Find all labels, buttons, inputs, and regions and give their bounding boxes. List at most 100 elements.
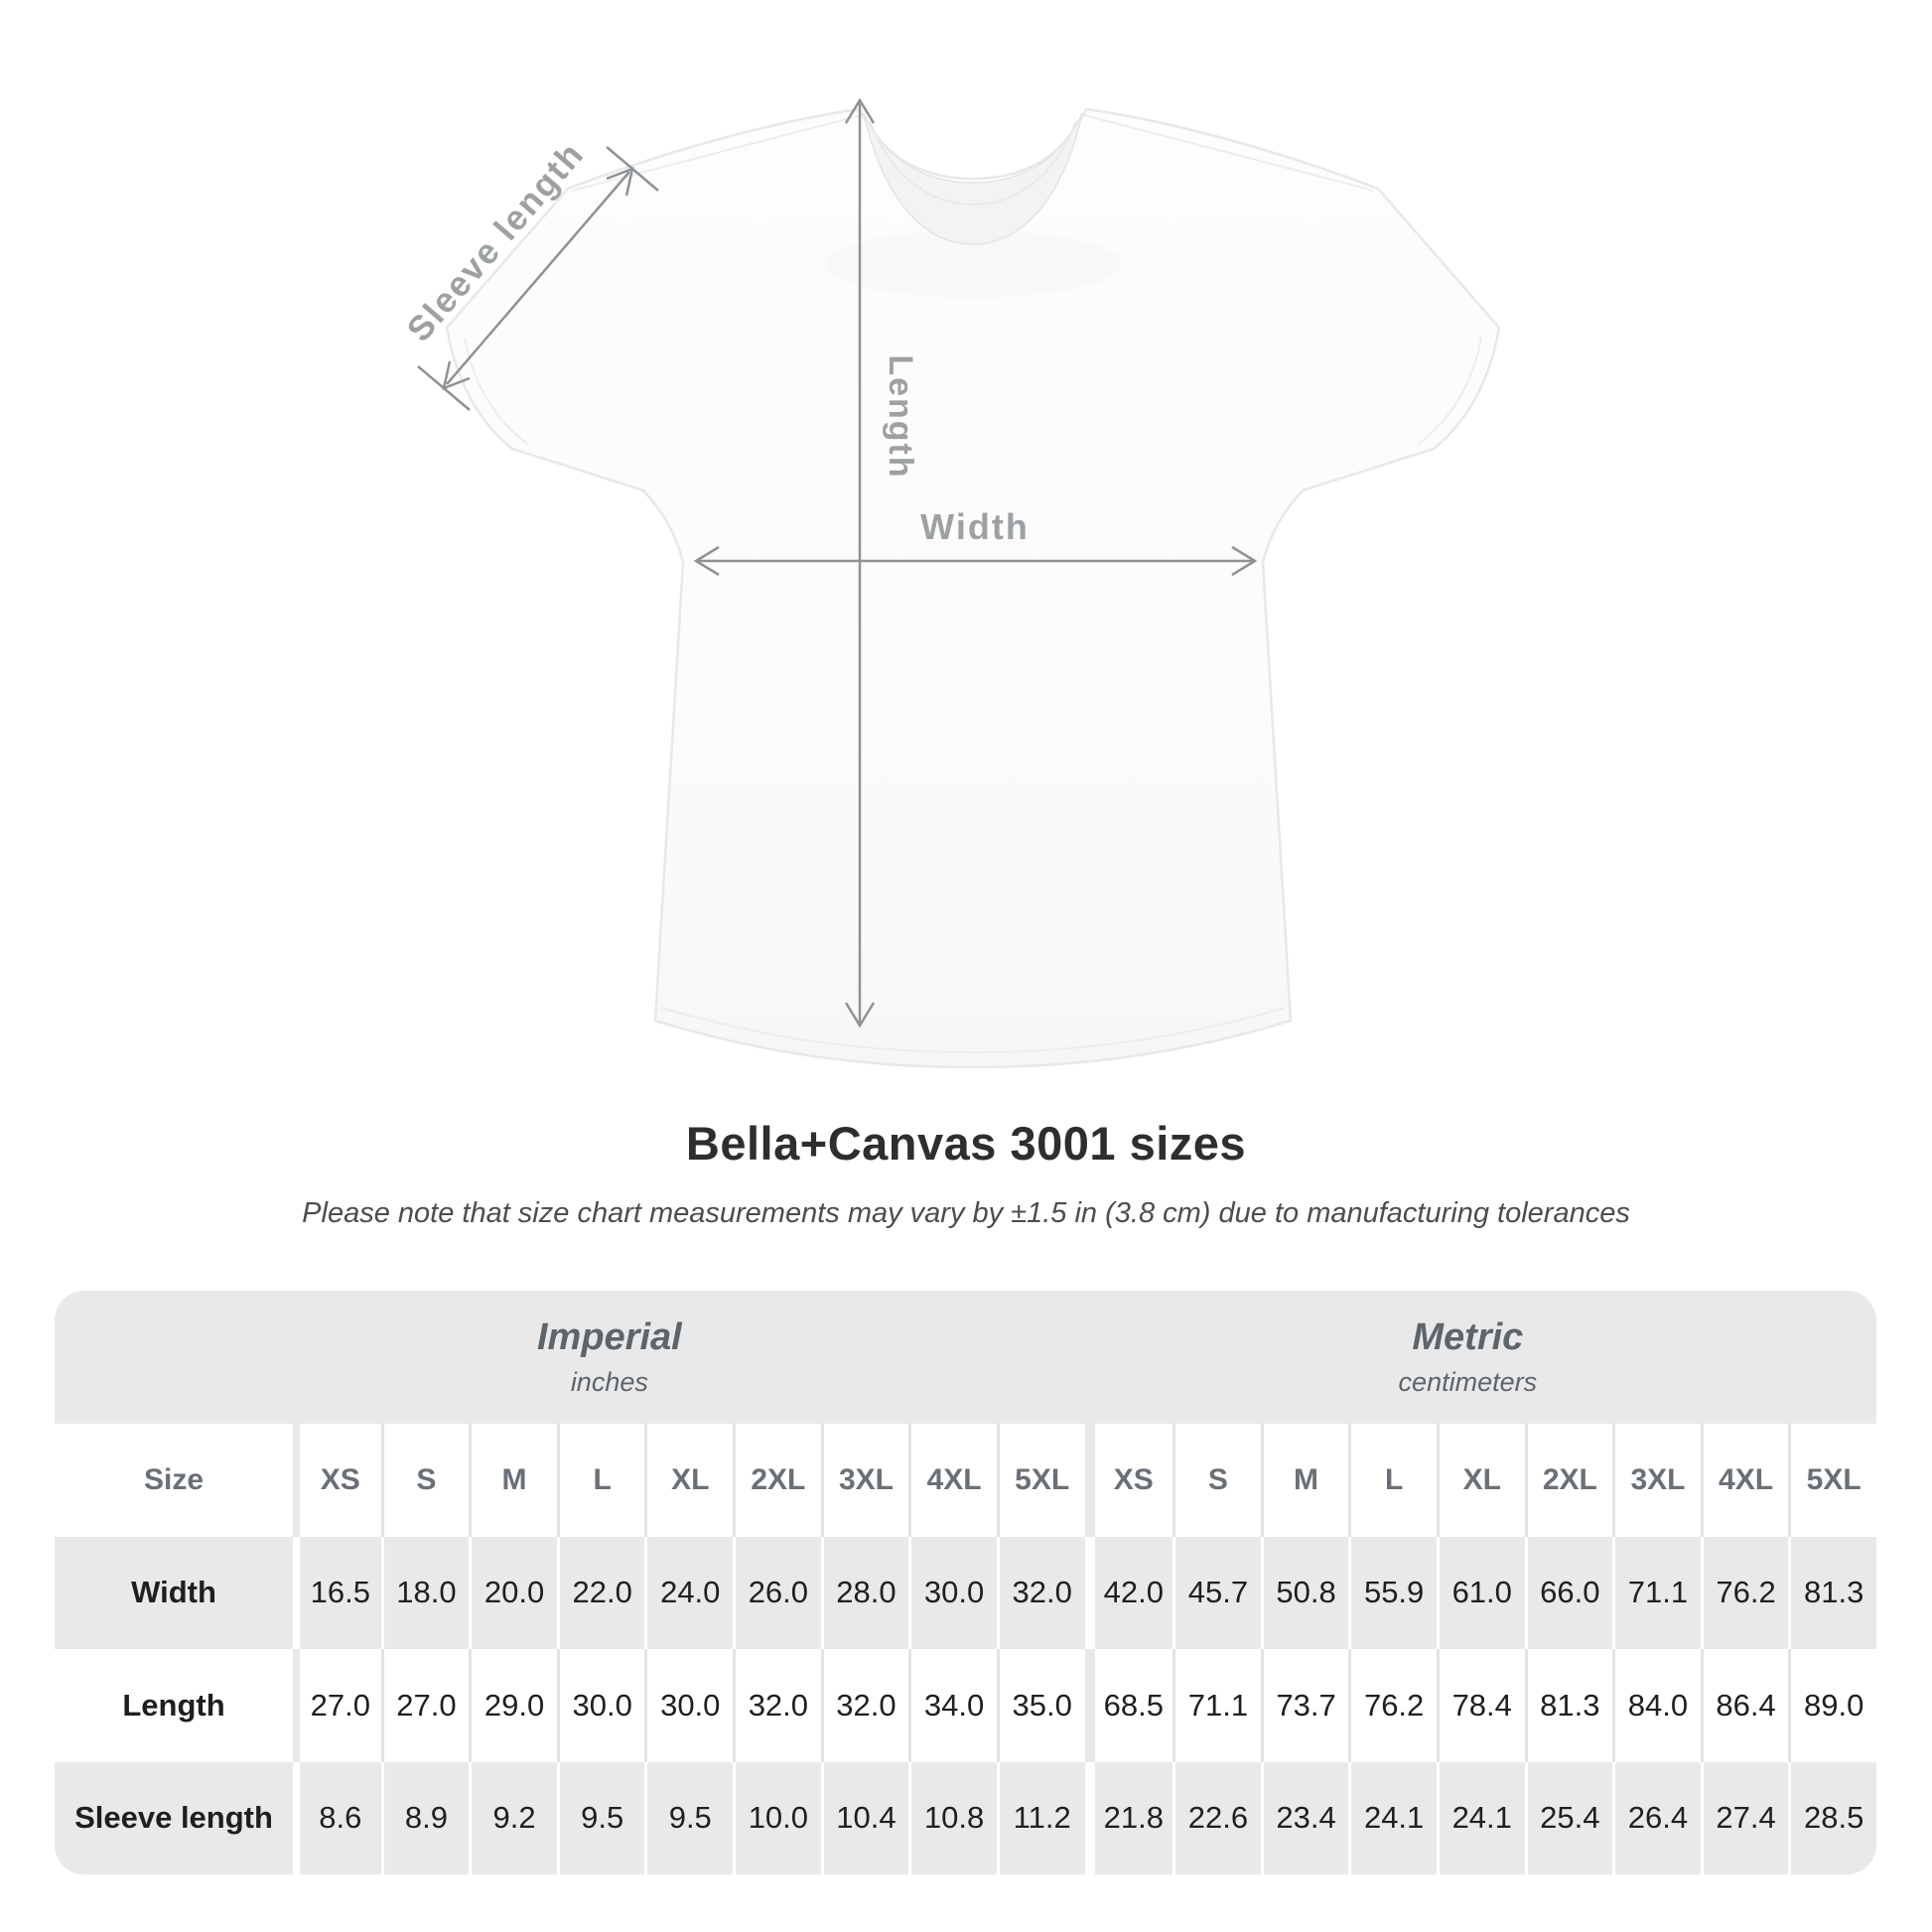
imperial-unit-label: inches [570,1367,648,1397]
size-table: Size XS S M L XL 2XL 3XL 4XL 5XL XS S M L XL 2XL 3XL 4XL 5… [55,1424,1876,1874]
imperial-size-header-3xl: 3XL [820,1424,909,1537]
measurement-row-sleeve-length: Sleeve length 8.6 8.9 9.2 9.5 9.5 10.0 10.4 10.8… [55,1761,1876,1874]
tshirt-body [445,107,1501,1069]
length-arrow [844,97,876,1029]
left-cuff-seam [464,337,529,446]
imperial-value-cell: 9.5 [644,1761,733,1874]
collar-band [863,112,1083,245]
row-label-width: Width [131,1575,216,1610]
imperial-value-cell: 9.5 [556,1761,645,1874]
width-annotation: Width [920,506,1030,547]
imperial-value-cell: 10.4 [820,1761,909,1874]
metric-unit-header: Metric centimeters [1085,1291,1876,1424]
metric-value-cell: 50.8 [1260,1536,1349,1649]
width-arrow [693,545,1258,577]
metric-size-header-xl: XL [1436,1424,1525,1537]
length-annotation: Length [882,354,919,479]
imperial-value-cell: 27.0 [380,1649,470,1762]
imperial-value-cell: 27.0 [293,1649,381,1762]
tshirt-illustration [445,107,1501,1069]
metric-value-cell: 23.4 [1260,1761,1349,1874]
right-shoulder-seam [1083,114,1375,192]
imperial-value-cell: 35.0 [996,1649,1085,1762]
imperial-value-cell: 10.0 [733,1761,821,1874]
metric-value-cell: 71.1 [1612,1536,1701,1649]
imperial-value-cell: 22.0 [556,1536,645,1649]
imperial-size-header-2xl: 2XL [733,1424,821,1537]
collar-rib-seam [869,120,1077,207]
size-table-card: Imperial inches Metric centimeters Size X… [55,1291,1876,1874]
imperial-value-cell: 24.0 [644,1536,733,1649]
imperial-size-header-xs: XS [293,1424,381,1537]
right-cuff-seam [1417,337,1482,446]
imperial-value-cell: 11.2 [996,1761,1085,1874]
metric-size-header-l: L [1348,1424,1437,1537]
tolerance-note: Please note that size chart measurements… [302,1197,1630,1229]
metric-value-cell: 26.4 [1612,1761,1701,1874]
metric-value-cell: 78.4 [1436,1649,1525,1762]
imperial-size-header-xl: XL [644,1424,733,1537]
metric-size-header-m: M [1260,1424,1349,1537]
imperial-value-cell: 9.2 [469,1761,557,1874]
imperial-value-cell: 8.9 [380,1761,470,1874]
metric-value-cell: 25.4 [1524,1761,1613,1874]
page-title: Bella+Canvas 3001 sizes [685,1117,1247,1170]
metric-size-header-3xl: 3XL [1612,1424,1701,1537]
imperial-value-cell: 10.8 [908,1761,997,1874]
unit-header: Imperial inches Metric centimeters [55,1291,1876,1424]
imperial-size-header-m: M [469,1424,557,1537]
metric-size-header-2xl: 2XL [1524,1424,1613,1537]
metric-value-cell: 76.2 [1348,1649,1437,1762]
imperial-value-cell: 30.0 [644,1649,733,1762]
collar-shadow [824,230,1122,298]
measurement-row-length: Length 27.0 27.0 29.0 30.0 30.0 32.0 32.0 34.0 35… [55,1649,1876,1762]
imperial-size-header-5xl: 5XL [996,1424,1085,1537]
imperial-value-cell: 18.0 [380,1536,470,1649]
metric-value-cell: 81.3 [1788,1536,1876,1649]
imperial-size-header-l: L [556,1424,645,1537]
imperial-value-cell: 26.0 [733,1536,821,1649]
metric-value-cell: 84.0 [1612,1649,1701,1762]
metric-value-cell: 66.0 [1524,1536,1613,1649]
measurement-row-width: Width 16.5 18.0 20.0 22.0 24.0 26.0 28.0 30.0 32.… [55,1536,1876,1649]
metric-value-cell: 71.1 [1173,1649,1261,1762]
metric-value-cell: 24.1 [1436,1761,1525,1874]
metric-size-header-xs: XS [1084,1424,1173,1537]
metric-value-cell: 22.6 [1173,1761,1261,1874]
imperial-label: Imperial [536,1316,682,1358]
imperial-unit-header: Imperial inches [55,1291,1085,1424]
metric-unit-label: centimeters [1398,1367,1538,1397]
imperial-value-cell: 32.0 [733,1649,821,1762]
metric-value-cell: 86.4 [1700,1649,1789,1762]
sleeve-arrow-tick-bottom [417,365,471,411]
imperial-size-header-4xl: 4XL [908,1424,997,1537]
metric-value-cell: 61.0 [1436,1536,1525,1649]
metric-size-header-5xl: 5XL [1788,1424,1876,1537]
sleeve-arrow-tick-top [606,146,659,192]
hem-seam [660,1007,1286,1054]
metric-value-cell: 28.5 [1788,1761,1876,1874]
row-label-length: Length [122,1687,225,1723]
imperial-value-cell: 20.0 [469,1536,557,1649]
size-column-header: Size [143,1462,205,1496]
imperial-value-cell: 8.6 [293,1761,381,1874]
metric-value-cell: 42.0 [1084,1536,1173,1649]
size-header-row: Size XS S M L XL 2XL 3XL 4XL 5XL XS S M L XL 2XL 3XL 4XL 5… [55,1424,1876,1537]
imperial-value-cell: 32.0 [820,1649,909,1762]
measurement-arrows [417,97,1258,1029]
metric-value-cell: 45.7 [1173,1536,1261,1649]
imperial-value-cell: 28.0 [820,1536,909,1649]
tshirt-diagram-svg: Sleeve length Length Width [399,97,1501,1069]
sleeve-length-arrow [417,146,659,411]
metric-value-cell: 68.5 [1084,1649,1173,1762]
metric-size-header-s: S [1173,1424,1261,1537]
left-shoulder-seam [571,114,863,192]
imperial-value-cell: 34.0 [908,1649,997,1762]
metric-size-header-4xl: 4XL [1700,1424,1789,1537]
metric-value-cell: 76.2 [1700,1536,1789,1649]
metric-value-cell: 27.4 [1700,1761,1789,1874]
metric-value-cell: 24.1 [1348,1761,1437,1874]
metric-value-cell: 73.7 [1260,1649,1349,1762]
imperial-size-header-s: S [380,1424,470,1537]
metric-label: Metric [1412,1316,1524,1358]
